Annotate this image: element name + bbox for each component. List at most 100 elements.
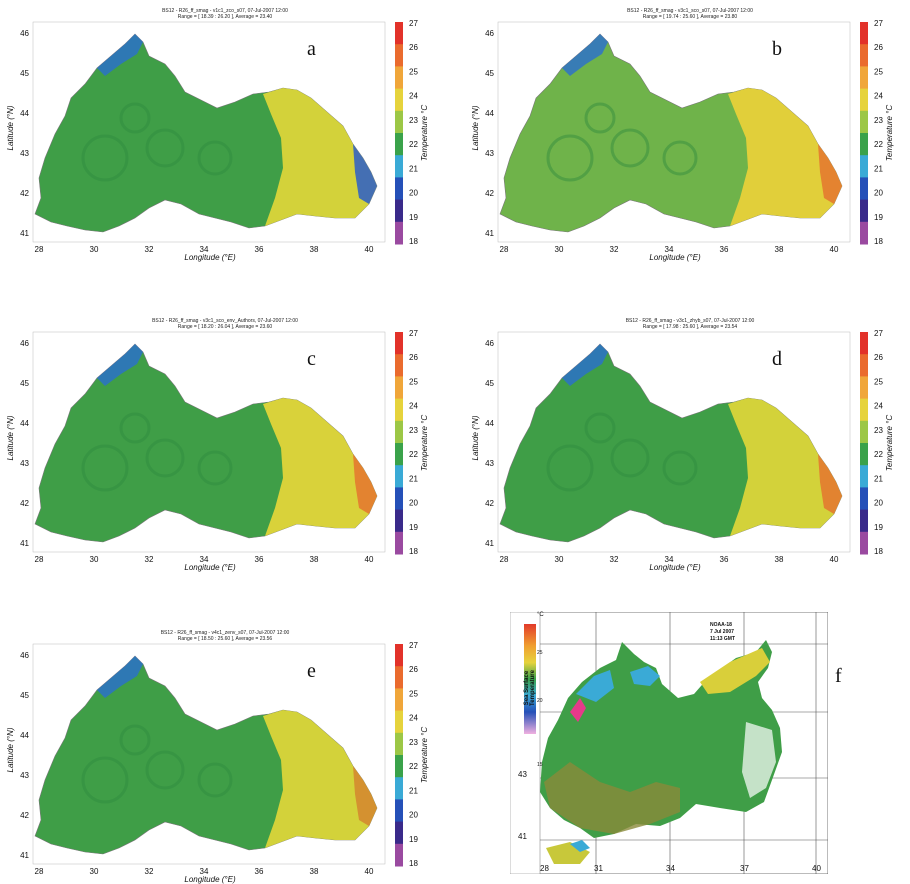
sat-lon-28: 28	[540, 864, 549, 873]
colorbar-tick-18: 18	[874, 237, 883, 246]
x-tick-30: 30	[555, 245, 564, 254]
colorbar-tick-25: 25	[409, 67, 418, 76]
x-tick-38: 38	[310, 555, 319, 564]
colorbar-tick-27: 27	[409, 641, 418, 650]
eastern-coast-anomaly	[353, 454, 377, 514]
x-tick-28: 28	[500, 555, 509, 564]
colorbar-label: Temperature °C	[420, 105, 429, 161]
eastern-coast-anomaly	[353, 144, 377, 204]
panel-a: BS12 - R26_ff_smag - v1c1_zco_s07, 07-Ju…	[6, 8, 435, 262]
colorbar-segment-6	[395, 777, 403, 800]
x-tick-38: 38	[775, 245, 784, 254]
colorbar-segment-1	[860, 354, 868, 377]
y-tick-44: 44	[20, 419, 29, 428]
colorbar-segment-0	[395, 22, 403, 45]
x-tick-38: 38	[775, 555, 784, 564]
colorbar-segment-3	[860, 398, 868, 422]
eddy-1	[610, 438, 650, 478]
colorbar-label: Temperature °C	[420, 727, 429, 783]
x-tick-40: 40	[365, 245, 374, 254]
sst-map: 28 30 32 34 36 38 40 41 42 43 44 45 46 Longitude (°E)…	[471, 329, 894, 572]
sat-lon-40: 40	[812, 864, 821, 873]
panel-label-d: d	[772, 348, 782, 370]
colorbar-tick-23: 23	[409, 426, 418, 435]
colorbar-segment-4	[395, 110, 403, 134]
colorbar-segment-7	[395, 799, 403, 823]
colorbar-label: Temperature °C	[885, 415, 894, 471]
panel-range: Range = [ 18.50 : 25.60 ], Average = 23.…	[177, 636, 273, 642]
y-tick-41: 41	[20, 229, 29, 238]
northwest-shelf-cold	[97, 34, 143, 76]
sat-time: 11:13 GMT	[710, 636, 736, 642]
colorbar-segment-0	[395, 644, 403, 667]
colorbar-tick-19: 19	[409, 835, 418, 844]
colorbar-segment-8	[860, 199, 868, 223]
eddy-2	[197, 450, 233, 486]
x-tick-36: 36	[255, 555, 264, 564]
sat-lon-34: 34	[666, 864, 675, 873]
colorbar-segment-0	[860, 332, 868, 355]
eddy-3	[584, 412, 616, 444]
colorbar-segment-3	[395, 398, 403, 422]
colorbar-segment-6	[395, 465, 403, 488]
y-tick-43: 43	[485, 459, 494, 468]
colorbar-tick-19: 19	[874, 213, 883, 222]
colorbar-label: Temperature °C	[420, 415, 429, 471]
sst-map: 28 30 32 34 36 38 40 41 42 43 44 45 46 Longitude (°E)…	[6, 329, 429, 572]
colorbar-segment-9	[860, 221, 868, 245]
colorbar-segment-0	[395, 332, 403, 355]
northwest-shelf-cold	[97, 656, 143, 698]
eddy-0	[81, 134, 129, 182]
colorbar-tick-21: 21	[874, 474, 883, 483]
colorbar-label: Temperature °C	[885, 105, 894, 161]
colorbar-tick-26: 26	[874, 353, 883, 362]
y-tick-44: 44	[485, 109, 494, 118]
panel-range: Range = [ 17.98 : 25.60 ], Average = 23.…	[642, 324, 738, 330]
y-axis-label: Latitude (°N)	[6, 105, 15, 150]
x-tick-30: 30	[90, 555, 99, 564]
x-tick-34: 34	[200, 555, 209, 564]
eddy-2	[662, 450, 698, 486]
colorbar-segment-5	[395, 755, 403, 778]
y-axis-label: Latitude (°N)	[6, 727, 15, 772]
y-tick-42: 42	[20, 189, 29, 198]
sat-side-title: Sea Surface Temperature	[524, 670, 536, 706]
warm-eastern-basin	[263, 710, 377, 848]
x-tick-36: 36	[255, 867, 264, 876]
sat-scale-bar	[524, 624, 536, 734]
x-tick-36: 36	[720, 245, 729, 254]
panel-d: BS12 - R26_ff_smag - v3c1_zhyb_s07, 07-J…	[471, 318, 900, 572]
y-tick-41: 41	[20, 539, 29, 548]
colorbar-segment-2	[395, 66, 403, 90]
colorbar-tick-24: 24	[874, 402, 883, 411]
y-tick-43: 43	[20, 149, 29, 158]
panel-range: Range = [ 18.20 : 26.04 ], Average = 23.…	[177, 324, 273, 330]
colorbar-segment-2	[860, 376, 868, 400]
y-tick-44: 44	[485, 419, 494, 428]
y-tick-43: 43	[485, 149, 494, 158]
colorbar-tick-23: 23	[874, 426, 883, 435]
x-tick-30: 30	[90, 867, 99, 876]
colorbar-tick-18: 18	[409, 547, 418, 556]
panel-title: BS12 - R26_ff_smag - v3c1_sco_s07, 07-Ju…	[627, 8, 753, 14]
eastern-coast-anomaly	[818, 144, 842, 204]
y-tick-41: 41	[485, 229, 494, 238]
x-tick-38: 38	[310, 245, 319, 254]
x-tick-34: 34	[200, 867, 209, 876]
x-axis-label: Longitude (°E)	[184, 875, 236, 884]
x-axis-label: Longitude (°E)	[649, 563, 701, 572]
panel-e: BS12 - R26_ff_smag - v4c1_zenv_s07, 07-J…	[6, 630, 435, 884]
eddy-0	[546, 134, 594, 182]
x-tick-28: 28	[500, 245, 509, 254]
colorbar-tick-26: 26	[409, 353, 418, 362]
colorbar-segment-0	[860, 22, 868, 45]
colorbar-segment-8	[395, 821, 403, 845]
panel-title: BS12 - R26_ff_smag - v3c1_sco_env_Author…	[152, 318, 298, 324]
colorbar-tick-20: 20	[409, 189, 418, 198]
panel-title: BS12 - R26_ff_smag - v4c1_zenv_s07, 07-J…	[160, 630, 290, 636]
x-tick-34: 34	[665, 555, 674, 564]
colorbar-segment-3	[395, 710, 403, 734]
colorbar-segment-2	[395, 688, 403, 712]
colorbar-tick-26: 26	[874, 43, 883, 52]
eddy-3	[584, 102, 616, 134]
